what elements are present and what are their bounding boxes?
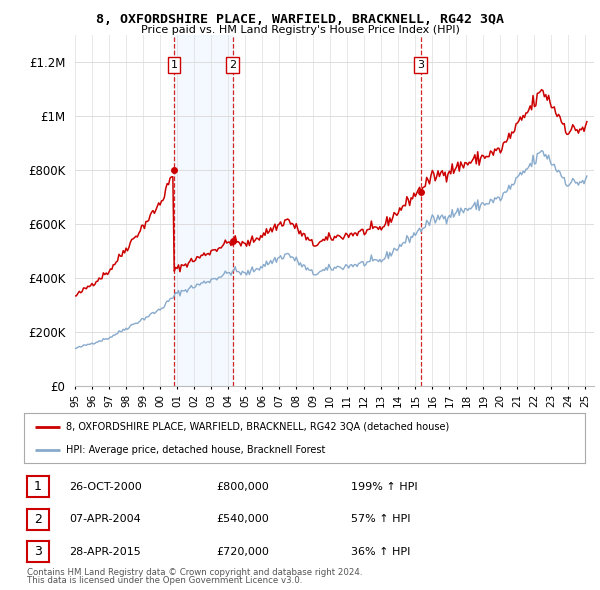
Text: 07-APR-2004: 07-APR-2004	[69, 514, 141, 524]
Text: HPI: Average price, detached house, Bracknell Forest: HPI: Average price, detached house, Brac…	[66, 445, 325, 455]
Text: 1: 1	[170, 60, 178, 70]
Text: 28-APR-2015: 28-APR-2015	[69, 547, 141, 556]
Text: £540,000: £540,000	[216, 514, 269, 524]
Text: 2: 2	[34, 513, 42, 526]
Text: £800,000: £800,000	[216, 482, 269, 491]
Text: 8, OXFORDSHIRE PLACE, WARFIELD, BRACKNELL, RG42 3QA: 8, OXFORDSHIRE PLACE, WARFIELD, BRACKNEL…	[96, 13, 504, 26]
Text: 8, OXFORDSHIRE PLACE, WARFIELD, BRACKNELL, RG42 3QA (detached house): 8, OXFORDSHIRE PLACE, WARFIELD, BRACKNEL…	[66, 421, 449, 431]
Text: 36% ↑ HPI: 36% ↑ HPI	[351, 547, 410, 556]
Text: 199% ↑ HPI: 199% ↑ HPI	[351, 482, 418, 491]
Text: Contains HM Land Registry data © Crown copyright and database right 2024.: Contains HM Land Registry data © Crown c…	[27, 568, 362, 577]
Text: 26-OCT-2000: 26-OCT-2000	[69, 482, 142, 491]
Text: Price paid vs. HM Land Registry's House Price Index (HPI): Price paid vs. HM Land Registry's House …	[140, 25, 460, 35]
Text: 3: 3	[417, 60, 424, 70]
Bar	[174, 35, 233, 386]
Text: £720,000: £720,000	[216, 547, 269, 556]
Text: 2: 2	[229, 60, 236, 70]
Text: This data is licensed under the Open Government Licence v3.0.: This data is licensed under the Open Gov…	[27, 576, 302, 585]
Text: 1: 1	[34, 480, 42, 493]
Text: 3: 3	[34, 545, 42, 558]
Text: 57% ↑ HPI: 57% ↑ HPI	[351, 514, 410, 524]
